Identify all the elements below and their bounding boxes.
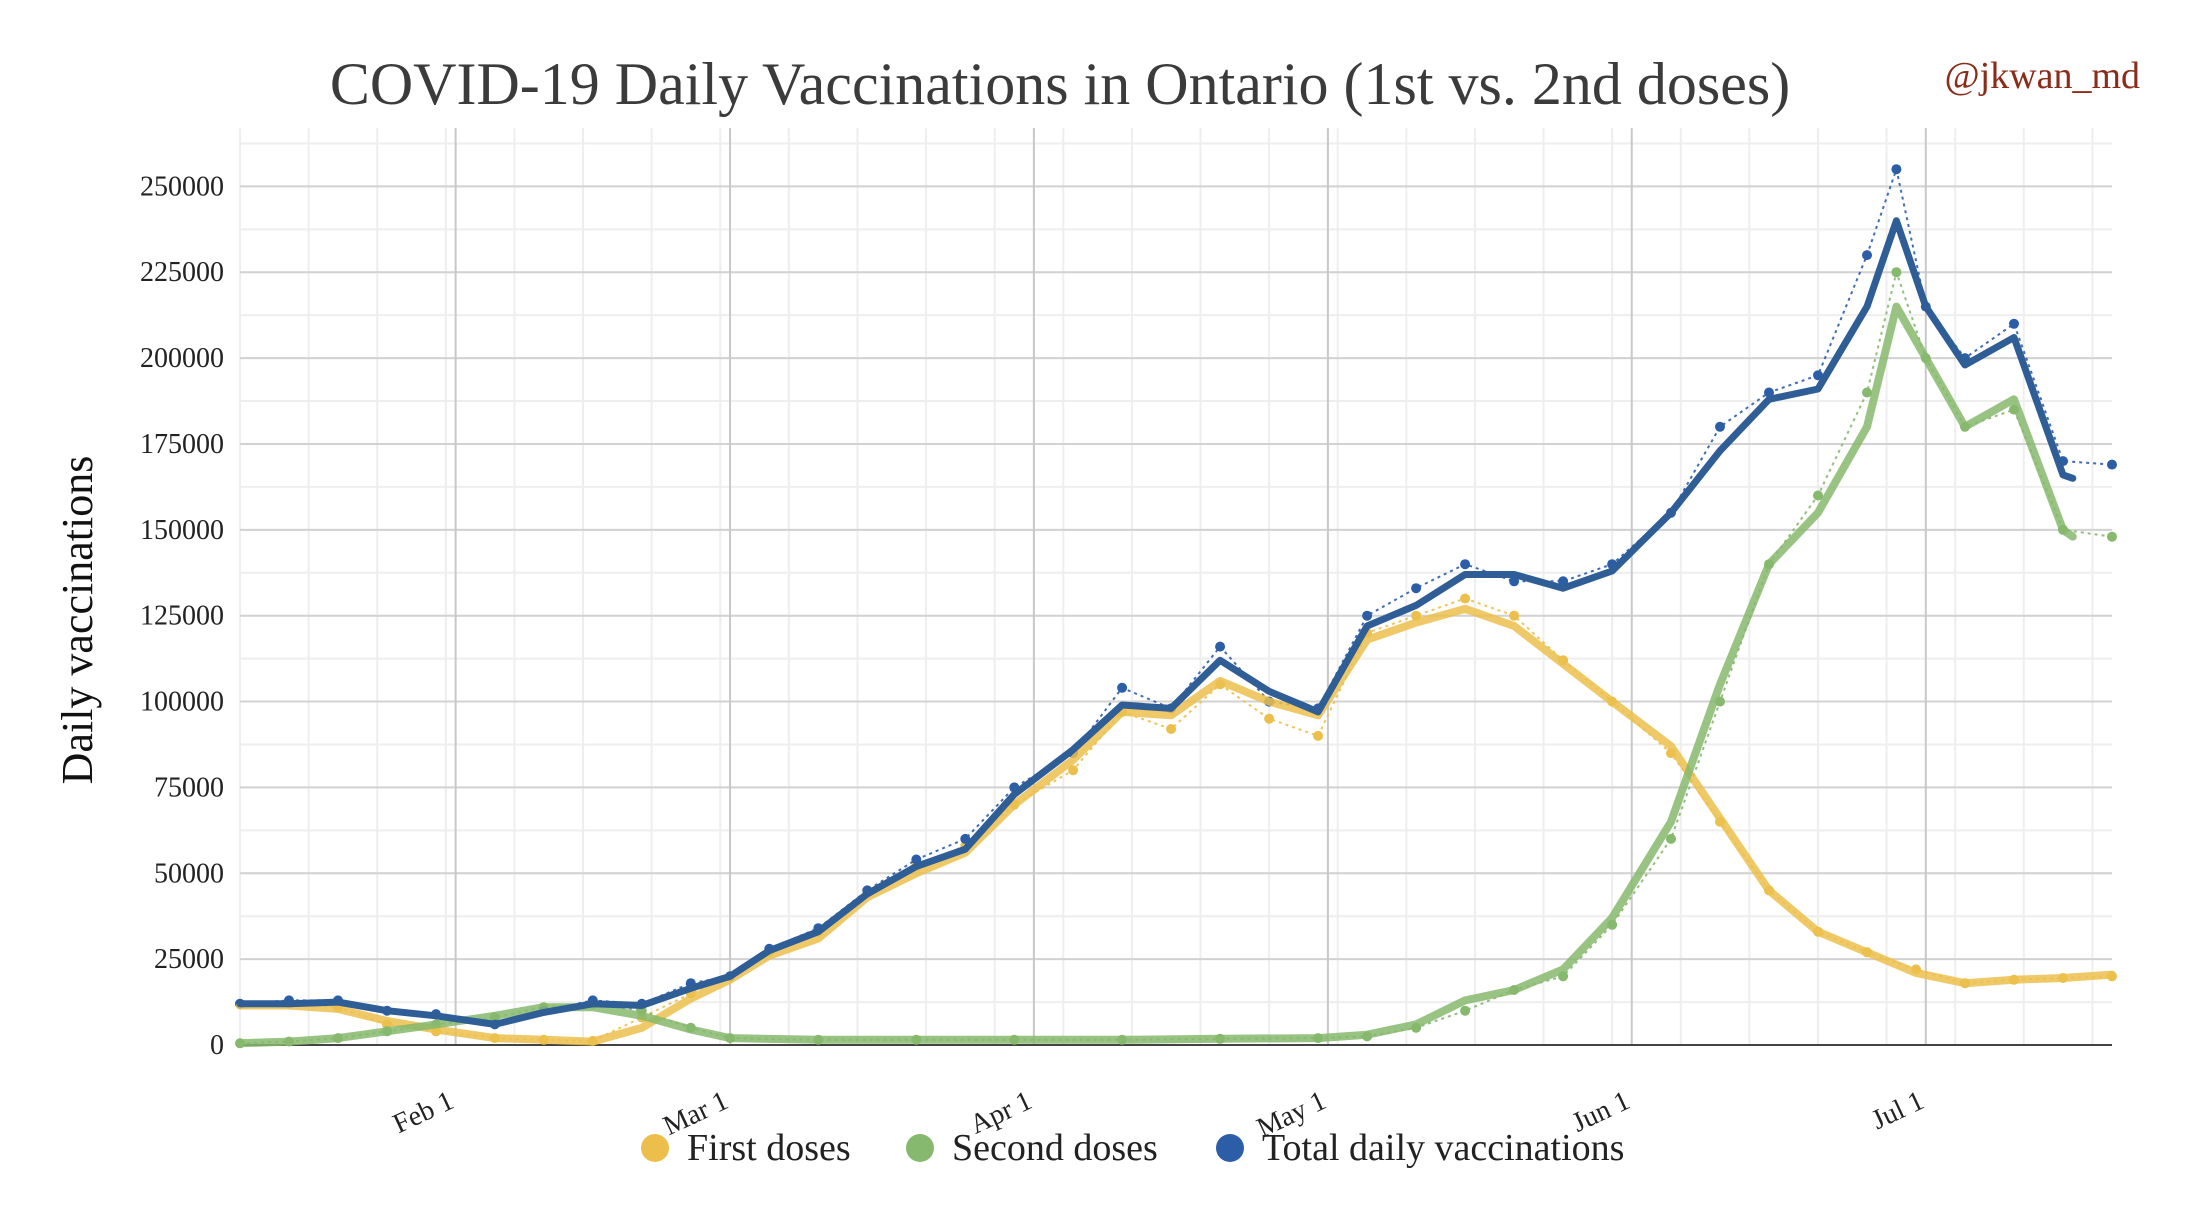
grid (239, 128, 2112, 1046)
y-tick-label: 25000 (154, 944, 224, 975)
legend: First doses Second doses Total daily vacci… (641, 1127, 1624, 1169)
data-point (2107, 459, 2117, 470)
data-point (1460, 559, 1471, 570)
data-point (1068, 765, 1079, 776)
data-point (1862, 250, 1872, 261)
data-point (1764, 387, 1774, 398)
series-2 (235, 164, 2117, 1030)
legend-label: Second doses (952, 1127, 1158, 1169)
legend-marker (1216, 1134, 1244, 1162)
y-tick-label: 125000 (140, 601, 224, 632)
y-tick-label: 100000 (140, 687, 224, 718)
data-point (1460, 593, 1471, 604)
data-point (1411, 583, 1422, 594)
y-axis-title: Daily vaccinations (53, 456, 102, 785)
data-point (1264, 713, 1275, 724)
data-point (1215, 641, 1226, 652)
data-point (1813, 490, 1823, 501)
data-point (1460, 1005, 1471, 1016)
data-point (1362, 610, 1373, 621)
data-point (1313, 730, 1324, 741)
data-point (1813, 370, 1823, 381)
series-trend-line (236, 302, 2077, 1048)
data-point (1891, 267, 1902, 278)
y-tick-label: 50000 (154, 858, 224, 889)
series-daily-line (240, 597, 2113, 1042)
y-tick-label: 225000 (140, 257, 224, 288)
series-0 (235, 593, 2117, 1046)
y-tick-label: 0 (210, 1030, 224, 1061)
series-daily-line (239, 165, 2113, 1026)
series (235, 164, 2117, 1049)
y-tick-label: 150000 (140, 515, 224, 546)
data-point (1166, 724, 1177, 734)
y-tick-label: 250000 (140, 171, 224, 202)
x-tick-label: Jul 1 (1867, 1085, 1929, 1136)
series-trend-line (236, 604, 2116, 1046)
data-point (1666, 833, 1676, 844)
data-point (1117, 682, 1128, 693)
legend-marker (906, 1134, 934, 1162)
legend-label: Total daily vaccinations (1262, 1127, 1624, 1169)
data-point (2107, 531, 2117, 542)
legend-marker (641, 1134, 669, 1162)
data-point (1862, 387, 1872, 398)
y-tick-label: 200000 (140, 343, 224, 374)
data-point (1891, 164, 1902, 175)
legend-label: First doses (687, 1127, 851, 1169)
data-point (2009, 318, 2019, 329)
y-tick-label: 175000 (140, 429, 224, 460)
chart-title: COVID-19 Daily Vaccinations in Ontario (… (330, 51, 1790, 117)
data-point (1509, 610, 1520, 621)
series-trend-line (236, 217, 2077, 1028)
x-tick-label: Feb 1 (388, 1085, 458, 1140)
data-point (1715, 421, 1725, 432)
y-tick-label: 75000 (154, 772, 224, 803)
author-credit: @jkwan_md (1945, 55, 2140, 97)
